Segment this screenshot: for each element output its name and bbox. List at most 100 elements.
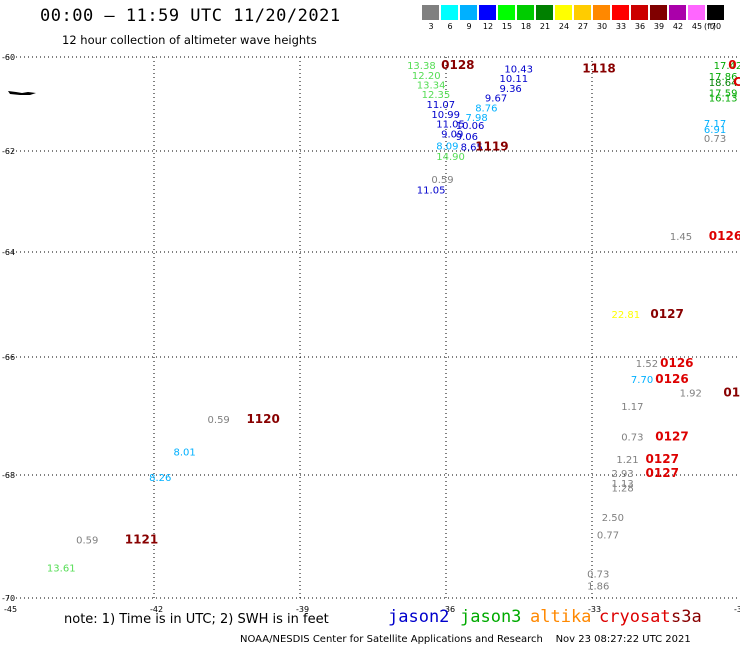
color-scale-swatch — [441, 5, 458, 20]
color-scale-label: 39 — [653, 22, 665, 31]
time-label: 1118 — [582, 61, 615, 75]
wave-height-labels: 13.3812.2013.3412.3511.0710.9911.059.098… — [47, 61, 740, 593]
color-scale-swatch — [593, 5, 610, 20]
color-scale-label: 3 — [428, 22, 434, 31]
wave-height-label: 14.90 — [436, 152, 465, 163]
wave-height-label: 8.76 — [475, 103, 497, 114]
wave-height-label: 10.06 — [456, 121, 485, 132]
longitude-tick-label: -39 — [296, 605, 309, 614]
wave-height-label: 2.50 — [602, 513, 624, 524]
wave-height-label: 7.17 — [704, 119, 726, 130]
time-label: 0127 — [646, 466, 679, 480]
page-title: 00:00 – 11:59 UTC 11/20/2021 — [40, 6, 341, 26]
color-scale-swatch — [688, 5, 705, 20]
time-label: 0126 — [660, 356, 693, 370]
time-label: 0 — [728, 58, 736, 72]
wave-height-label: 8.09 — [436, 141, 458, 152]
time-label: 0128 — [441, 58, 474, 72]
island-coastline — [8, 91, 36, 95]
color-scale-label: 21 — [539, 22, 551, 31]
wave-height-label: 0.73 — [621, 433, 643, 444]
wave-height-label: 16.13 — [709, 93, 738, 104]
time-label: 0127 — [655, 430, 688, 444]
wave-height-label: 17.59 — [709, 89, 738, 100]
wave-height-label: 0.77 — [597, 531, 619, 542]
wave-height-label: 1.13 — [611, 479, 633, 490]
wave-height-label: 0.59 — [208, 415, 230, 426]
longitude-tick-label: -36 — [442, 605, 455, 614]
time-label: 0127 — [650, 307, 683, 321]
color-scale-swatch — [669, 5, 686, 20]
wave-height-label: 1.52 — [636, 359, 658, 370]
wave-height-label: 8.65 — [461, 142, 483, 153]
time-label: 0126 — [655, 372, 688, 386]
footer-credit: NOAA/NESDIS Center for Satellite Applica… — [240, 634, 691, 645]
wave-height-label: 9.67 — [485, 93, 507, 104]
wave-height-label: 11.05 — [436, 120, 465, 131]
color-scale-label: 15 — [501, 22, 513, 31]
wave-height-label: 0.73 — [587, 569, 609, 580]
wave-height-label: 6.91 — [704, 125, 726, 136]
wave-height-label: 1.86 — [587, 582, 609, 593]
wave-height-label: 13.38 — [407, 61, 436, 72]
wave-height-label: 0.73 — [704, 134, 726, 145]
wave-height-label: 17.86 — [709, 72, 738, 83]
color-scale-swatch — [479, 5, 496, 20]
wave-height-label: 11.05 — [417, 185, 446, 196]
color-scale-swatch — [650, 5, 667, 20]
color-scale-swatch — [460, 5, 477, 20]
time-label: 1120 — [246, 412, 279, 426]
footer-note: note: 1) Time is in UTC; 2) SWH is in fe… — [64, 612, 329, 627]
wave-height-label: 18.64 — [709, 78, 738, 89]
longitude-tick-label: -33 — [588, 605, 601, 614]
wave-height-label: 10.43 — [504, 64, 533, 75]
mission-jason3: jason3 — [460, 607, 522, 627]
wave-height-label: 1.17 — [621, 402, 643, 413]
wave-height-label: 8.26 — [149, 473, 171, 484]
wave-height-label: 9.09 — [441, 130, 463, 141]
color-scale-swatch — [536, 5, 553, 20]
color-scale-swatch — [517, 5, 534, 20]
color-scale-swatch — [422, 5, 439, 20]
wave-height-label: 1.45 — [670, 232, 692, 243]
mission-altika: altika — [530, 607, 592, 627]
wave-height-label: 10.99 — [431, 110, 460, 121]
longitude-tick-label: -30 — [734, 605, 740, 614]
color-scale-swatch — [631, 5, 648, 20]
wave-height-label: 22.81 — [611, 310, 640, 321]
map-axis-ticks: -60 -62 -64 -66 -68 -70 -45 -42 -39 -36 -33 -30 — [2, 53, 740, 614]
color-scale-swatch — [574, 5, 591, 20]
color-scale-swatch — [612, 5, 629, 20]
time-labels: 0128111811190126012701260126012601270127… — [125, 58, 740, 547]
wave-height-label: 11.07 — [427, 100, 456, 111]
wave-height-label: 8.01 — [173, 447, 195, 458]
wave-height-label: 10.11 — [500, 74, 529, 85]
wave-height-label: 7.70 — [631, 375, 653, 386]
color-scale-label: 30 — [596, 22, 608, 31]
color-scale-unit: (ft) — [704, 22, 717, 31]
color-scale-label: 24 — [558, 22, 570, 31]
wave-height-label: 9.36 — [500, 84, 522, 95]
mission-jason2: jason2 — [388, 607, 450, 627]
wave-height-label: 12.20 — [412, 71, 441, 82]
time-label: C — [733, 75, 740, 89]
time-label: 0127 — [646, 452, 679, 466]
color-scale-label: 9 — [466, 22, 472, 31]
mission-cryosat: cryosat — [599, 607, 671, 627]
map-grid — [8, 56, 738, 599]
longitude-tick-label: -42 — [150, 605, 163, 614]
wave-height-label: 7.98 — [465, 113, 487, 124]
latitude-tick-label: -68 — [2, 471, 15, 480]
time-label: 1119 — [475, 139, 508, 153]
longitude-tick-label: -45 — [4, 605, 17, 614]
color-scale-label: 36 — [634, 22, 646, 31]
color-scale-label: 45 — [691, 22, 703, 31]
latitude-tick-label: -62 — [2, 147, 15, 156]
time-label: 0126 — [723, 385, 740, 399]
wave-height-label: 13.61 — [47, 563, 76, 574]
color-scale-swatch — [555, 5, 572, 20]
wave-height-label: 12.35 — [422, 90, 451, 101]
wave-height-label: 0.59 — [431, 175, 453, 186]
wave-height-label: 0.59 — [76, 536, 98, 547]
